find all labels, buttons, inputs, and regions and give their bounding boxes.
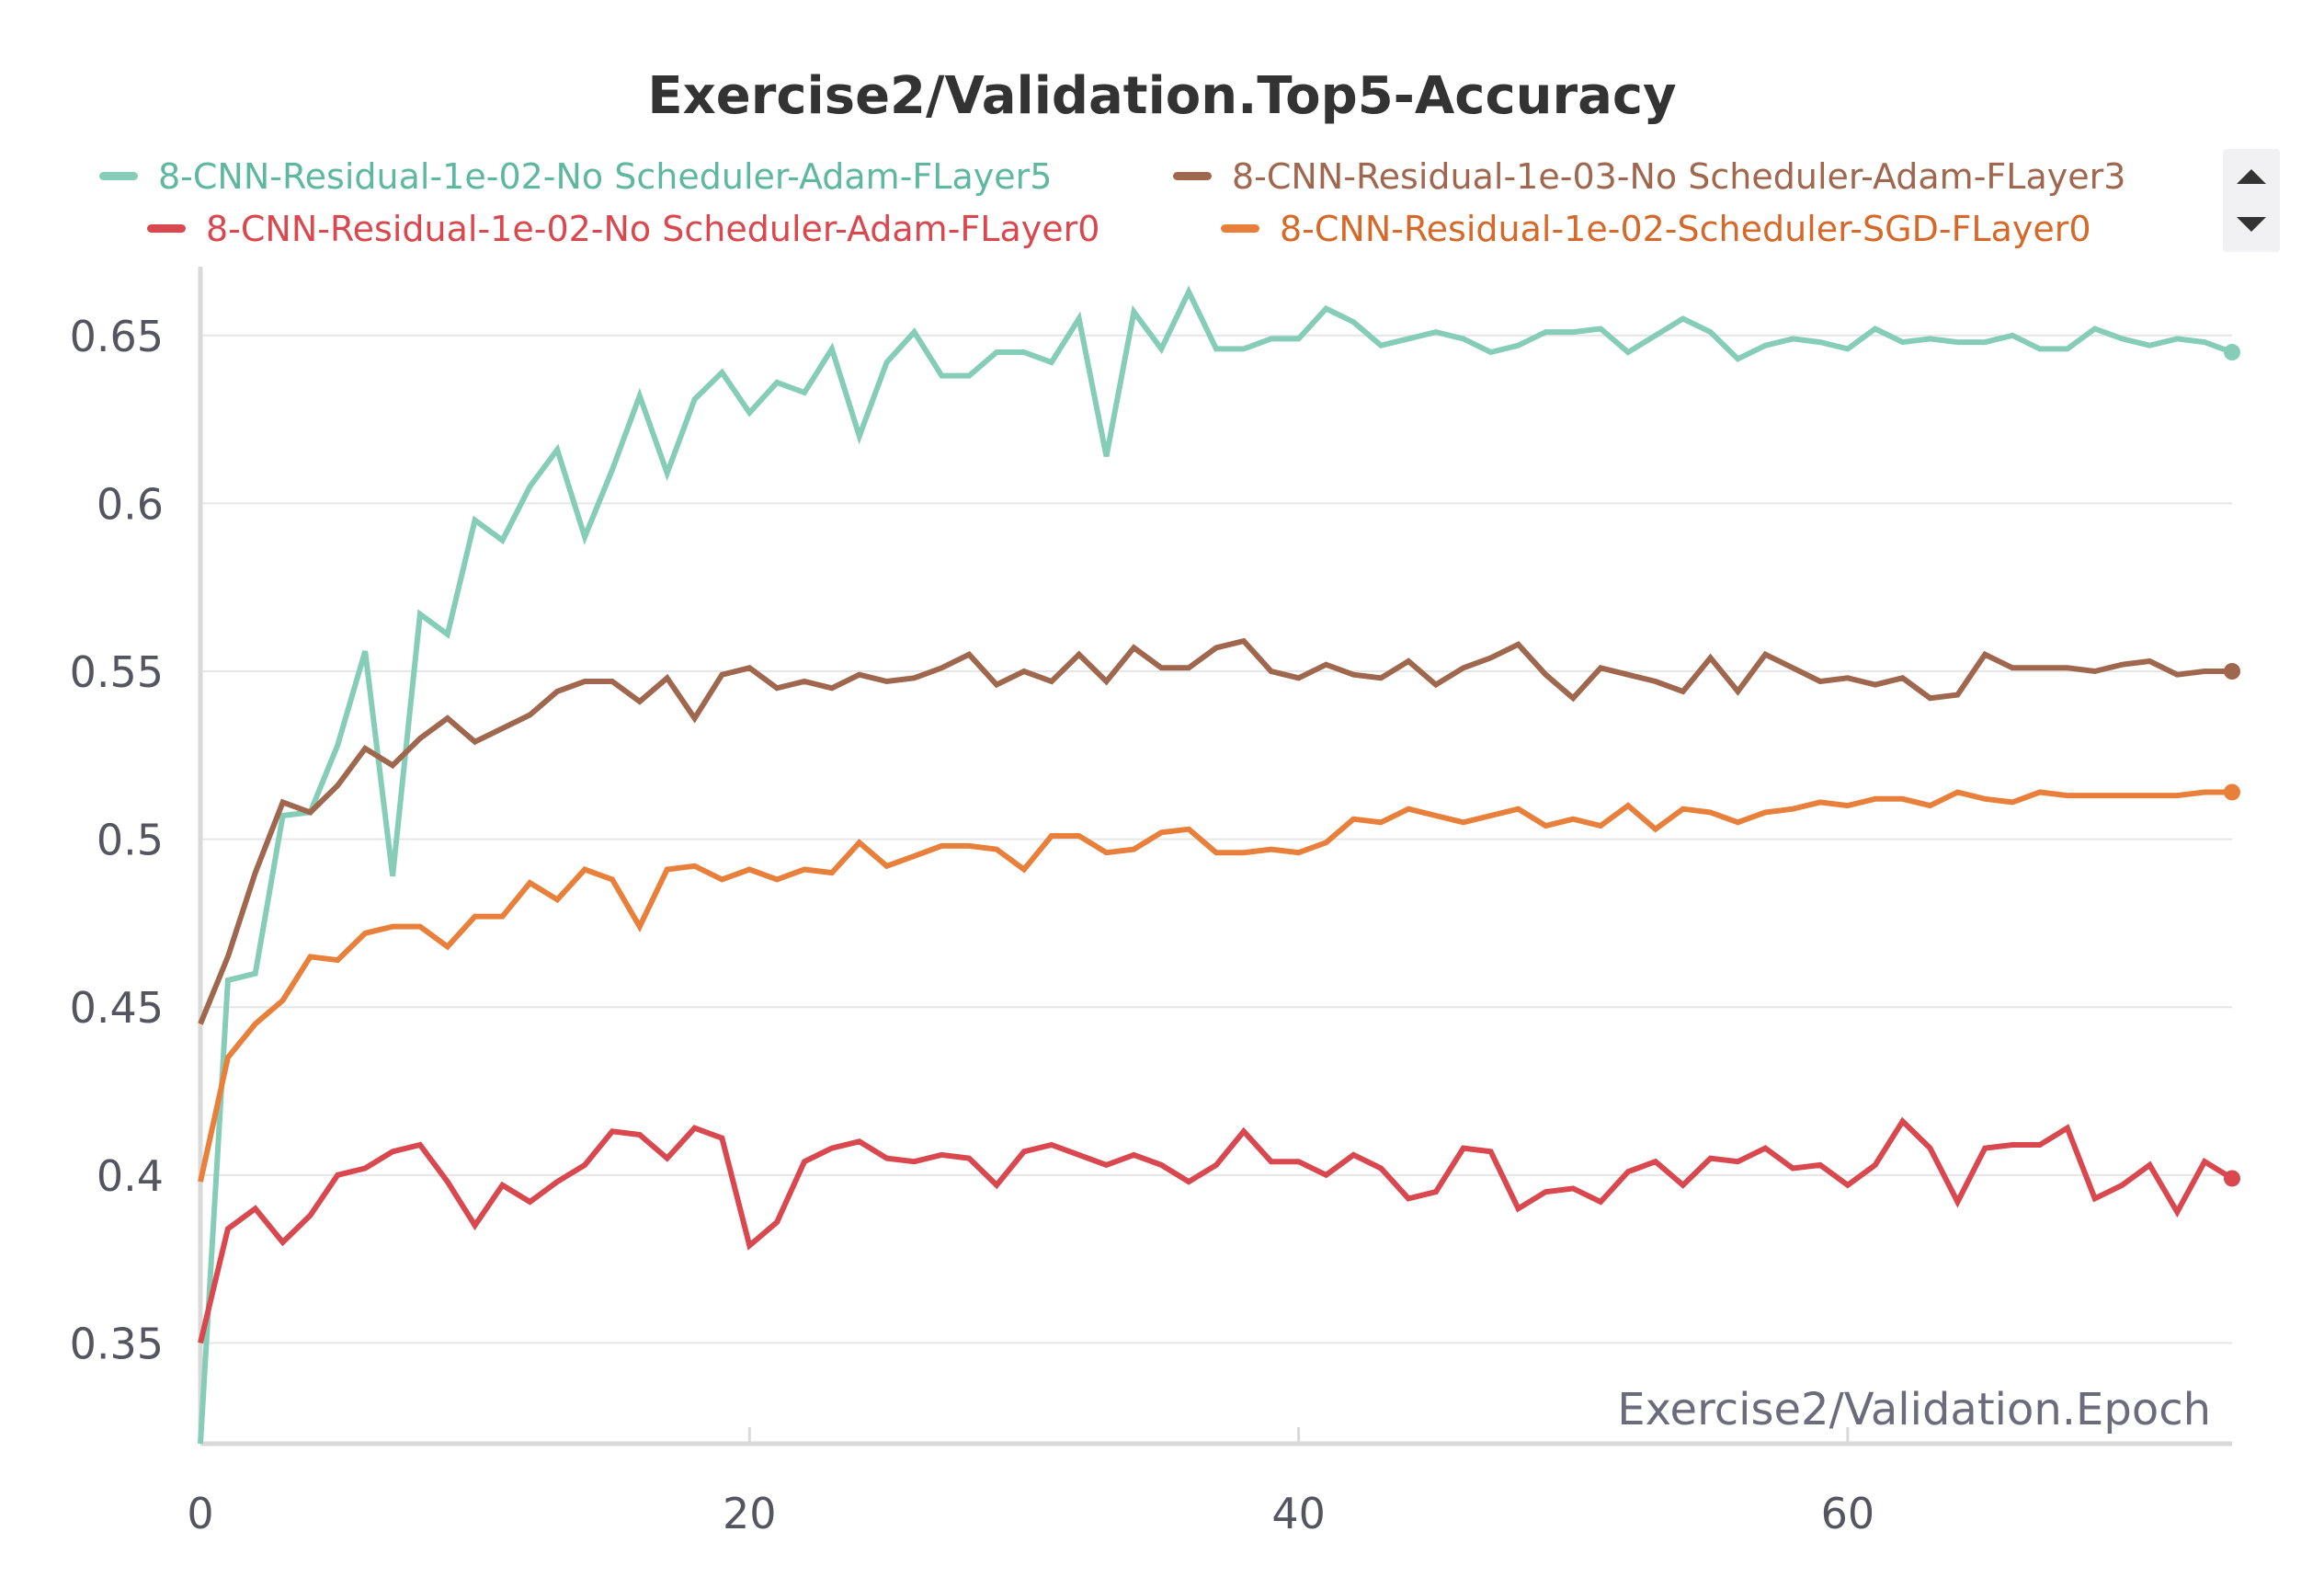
legend-swatch-series-2 xyxy=(1173,172,1212,180)
series-line-1 xyxy=(198,285,2234,1445)
y-tick-label: 0.4 xyxy=(97,1151,164,1201)
series-end-marker-4 xyxy=(2224,783,2240,801)
legend-scroll-control xyxy=(2223,149,2280,252)
grid-lines xyxy=(200,334,2232,1344)
y-tick-label: 0.65 xyxy=(70,312,164,361)
x-tick-label: 40 xyxy=(1271,1489,1326,1538)
legend-label-series-4: 8-CNN-Residual-1e-02-Scheduler-SGD-FLaye… xyxy=(1280,209,2091,249)
triangle-up-icon xyxy=(2237,169,2266,184)
series-end-marker-2 xyxy=(2224,663,2240,680)
legend-label-series-3: 8-CNN-Residual-1e-02-No Scheduler-Adam-F… xyxy=(206,209,1100,249)
chart-title: Exercise2/Validation.Top5-Accuracy xyxy=(647,66,1677,126)
axes: 0.35 0.4 0.45 0.5 0.55 0.6 0.65 0 20 40 60 xyxy=(70,267,2232,1538)
triangle-down-icon xyxy=(2237,217,2266,232)
legend-scroll-up-button[interactable] xyxy=(2223,149,2280,200)
legend-swatch-series-4 xyxy=(1221,224,1259,233)
legend-label-series-2: 8-CNN-Residual-1e-03-No Scheduler-Adam-F… xyxy=(1232,156,2126,197)
series-line-4 xyxy=(198,789,2232,1183)
series-end-marker-3 xyxy=(2224,1170,2240,1187)
legend-item-series-4[interactable]: 8-CNN-Residual-1e-02-Scheduler-SGD-FLaye… xyxy=(1221,209,2091,249)
y-tick-label: 0.5 xyxy=(97,816,164,865)
legend-label-series-1: 8-CNN-Residual-1e-02-No Scheduler-Adam-F… xyxy=(158,156,1053,197)
x-tick-label: 60 xyxy=(1821,1489,1875,1538)
legend-item-series-1[interactable]: 8-CNN-Residual-1e-02-No Scheduler-Adam-F… xyxy=(99,156,1052,197)
x-tick-label: 0 xyxy=(187,1489,213,1538)
y-tick-label: 0.45 xyxy=(70,983,164,1033)
legend-swatch-series-3 xyxy=(147,224,186,233)
legend-scroll-down-button[interactable] xyxy=(2223,200,2280,252)
x-tick-label: 20 xyxy=(723,1489,777,1538)
x-axis-label: Exercise2/Validation.Epoch xyxy=(1617,1384,2211,1435)
legend-item-series-2[interactable]: 8-CNN-Residual-1e-03-No Scheduler-Adam-F… xyxy=(1173,156,2125,197)
series-line-2 xyxy=(198,637,2232,1025)
legend-swatch-series-1 xyxy=(99,172,138,180)
y-tick-label: 0.55 xyxy=(70,647,164,697)
series-lines xyxy=(198,285,2240,1445)
series-end-marker-1 xyxy=(2224,344,2240,361)
legend-item-series-3[interactable]: 8-CNN-Residual-1e-02-No Scheduler-Adam-F… xyxy=(147,209,1099,249)
y-tick-label: 0.35 xyxy=(70,1319,164,1368)
y-tick-label: 0.6 xyxy=(97,479,164,529)
series-line-3 xyxy=(198,1116,2234,1344)
